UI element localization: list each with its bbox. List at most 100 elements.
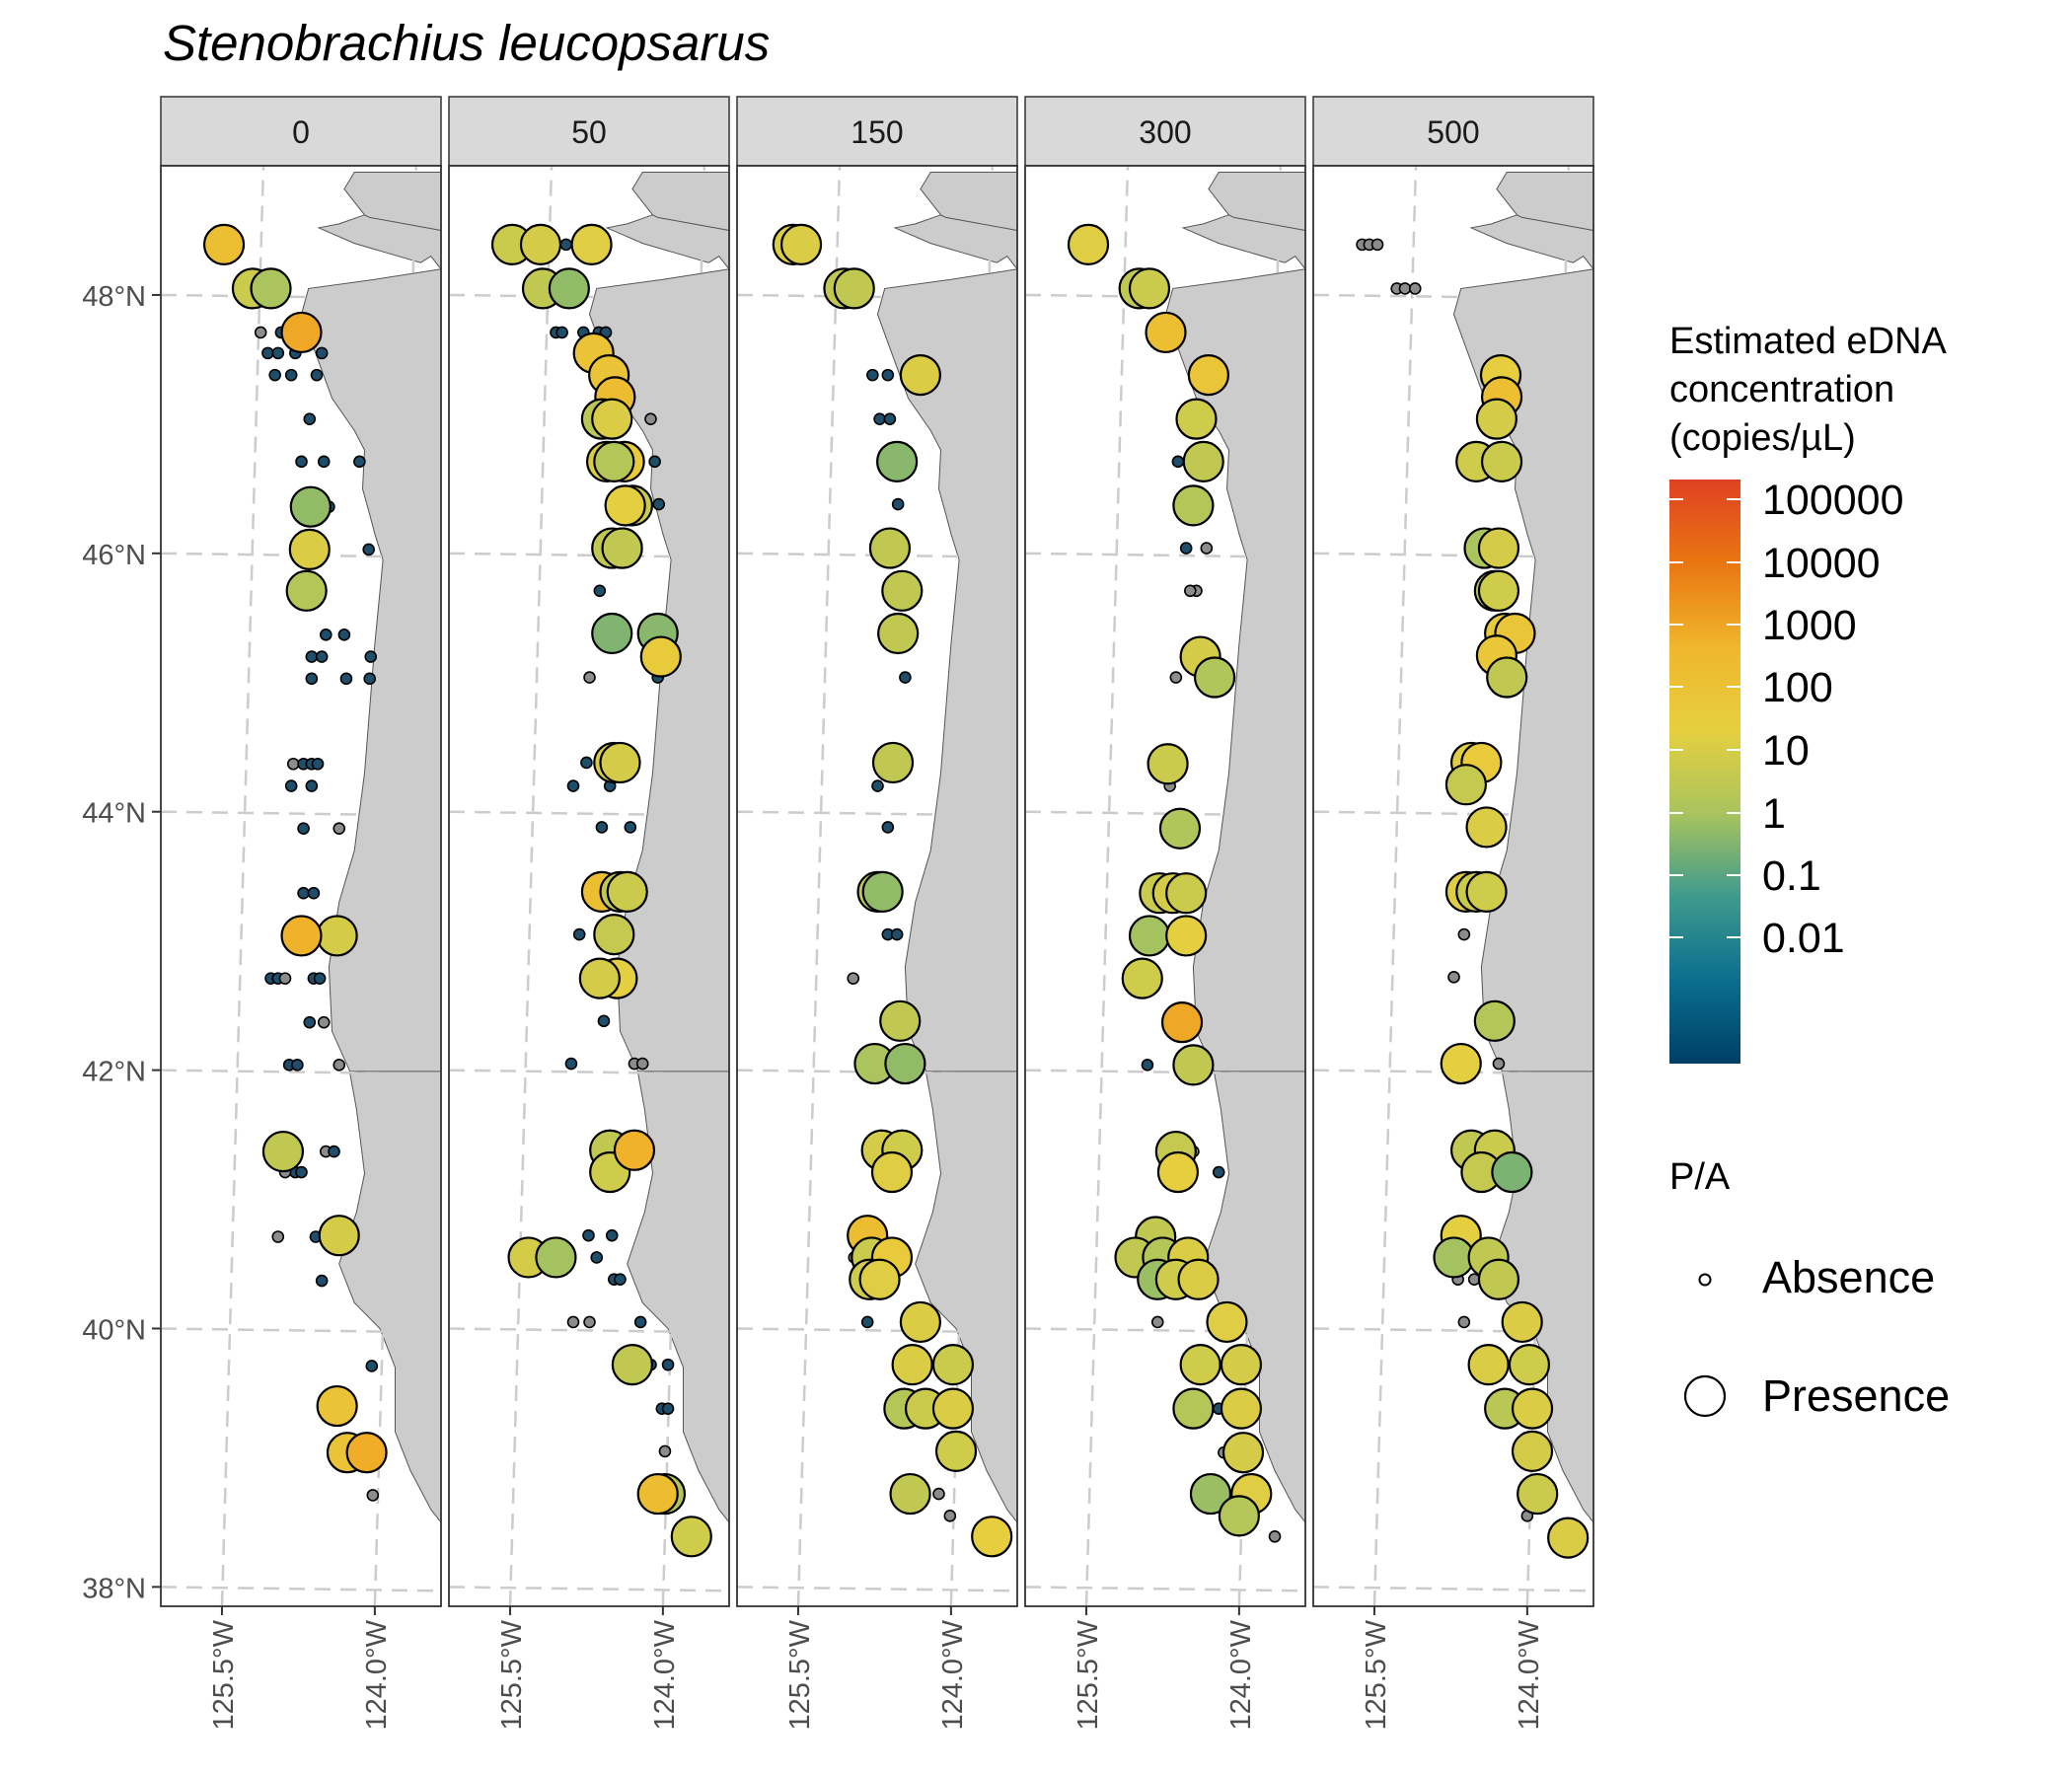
absence-point xyxy=(364,650,378,663)
absence-point xyxy=(860,1315,874,1329)
presence-point xyxy=(611,1344,653,1386)
x-tick-label: 124.0°W xyxy=(1225,1619,1257,1730)
presence-point xyxy=(1477,569,1520,612)
presence-point xyxy=(833,267,875,310)
presence-point xyxy=(884,1042,926,1085)
presence-point xyxy=(578,957,621,999)
grid-line-lat xyxy=(1024,1586,1306,1592)
grid-line-lat xyxy=(1024,1069,1306,1075)
presence-point xyxy=(931,1387,975,1430)
presence-point xyxy=(876,440,919,482)
absence-point xyxy=(317,1015,331,1029)
absence-point xyxy=(1171,455,1185,469)
presence-point xyxy=(1206,1300,1248,1344)
panel-border xyxy=(1312,165,1594,1607)
presence-point xyxy=(285,569,328,612)
legend-absence-label: Absence xyxy=(1762,1252,1935,1302)
absence-point xyxy=(1457,1315,1471,1329)
legend: Estimated eDNAconcentration(copies/µL)10… xyxy=(1669,321,1950,1421)
absence-point xyxy=(559,238,573,252)
presence-point xyxy=(1187,354,1229,397)
y-tick-label: 38°N xyxy=(82,1573,146,1604)
colorbar-label: 0.01 xyxy=(1762,915,1845,962)
grid-line-lat xyxy=(448,810,730,817)
presence-point xyxy=(1477,527,1520,569)
grid-line-lat xyxy=(1024,552,1306,559)
absence-point xyxy=(597,1014,611,1028)
absence-point xyxy=(271,346,285,360)
absence-point xyxy=(286,757,300,771)
absence-point xyxy=(295,455,308,469)
facet-label: 150 xyxy=(851,114,903,150)
absence-point xyxy=(624,821,637,834)
absence-point xyxy=(307,886,321,900)
grid-line-lat xyxy=(448,552,730,559)
presence-point xyxy=(345,1432,388,1474)
grid-line-lat xyxy=(736,1586,1018,1592)
absence-point xyxy=(303,1015,317,1029)
absence-point xyxy=(365,1360,379,1372)
absence-point xyxy=(1150,1315,1164,1329)
absence-point xyxy=(1212,1165,1225,1179)
absence-point xyxy=(305,650,319,663)
presence-point xyxy=(519,223,562,265)
absence-point xyxy=(320,629,333,641)
grid-line-lat xyxy=(736,1327,1018,1334)
presence-point xyxy=(570,223,613,265)
presence-point xyxy=(1128,915,1171,957)
absence-point xyxy=(303,412,317,425)
colorbar-label: 1000 xyxy=(1762,602,1857,649)
presence-point xyxy=(1156,1150,1200,1194)
facet-panels: 0 125.5°W 124.0°W 50 125.5°W 124.0°W 150 125.5°… xyxy=(160,96,1594,1731)
absence-legend-symbol xyxy=(1698,1273,1712,1287)
presence-point xyxy=(261,1130,305,1173)
presence-point xyxy=(934,1430,978,1472)
facet-label: 50 xyxy=(571,114,607,150)
presence-point xyxy=(250,267,292,310)
grid-line-lat xyxy=(1024,810,1306,817)
presence-point xyxy=(1165,915,1208,957)
presence-point xyxy=(1486,656,1528,699)
absence-point xyxy=(1179,542,1193,555)
absence-point xyxy=(315,650,329,663)
presence-point xyxy=(288,528,331,570)
absence-point xyxy=(353,455,366,469)
absence-point xyxy=(333,822,346,836)
presence-point xyxy=(1165,872,1208,915)
facet-panel-0: 0 125.5°W 124.0°W xyxy=(160,96,442,1731)
presence-point xyxy=(316,1384,358,1428)
x-tick-label: 124.0°W xyxy=(1514,1619,1545,1730)
absence-point xyxy=(1447,971,1460,984)
absence-point xyxy=(337,629,351,641)
grid-line-lat xyxy=(160,1327,442,1334)
panel-border xyxy=(448,165,730,1607)
legend-color-title: Estimated eDNA xyxy=(1669,321,1948,362)
facet-strip xyxy=(160,96,442,167)
grid-line-lon xyxy=(796,165,842,1607)
colorbar-label: 100000 xyxy=(1762,477,1904,524)
grid-line-lat xyxy=(160,810,442,817)
absence-point xyxy=(1268,1529,1282,1543)
absence-point xyxy=(661,1402,675,1415)
x-tick-label: 125.5°W xyxy=(784,1619,816,1730)
panel-border xyxy=(1024,165,1306,1607)
absence-point xyxy=(583,671,596,684)
absence-point xyxy=(268,368,281,382)
presence-point xyxy=(604,484,646,527)
absence-point xyxy=(261,346,274,360)
presence-point xyxy=(591,398,633,440)
absence-point xyxy=(590,1251,604,1264)
facet-label: 300 xyxy=(1139,114,1191,150)
absence-point xyxy=(328,1145,340,1158)
absence-point xyxy=(572,927,586,941)
absence-point xyxy=(866,368,879,382)
presence-point xyxy=(1147,743,1189,785)
grid-line-lat xyxy=(736,810,1018,817)
absence-point xyxy=(605,1228,619,1242)
absence-point xyxy=(310,368,324,382)
presence-point xyxy=(931,1344,975,1386)
absence-point xyxy=(311,757,325,771)
absence-point xyxy=(1200,542,1214,555)
y-tick-label: 44°N xyxy=(82,798,146,830)
presence-point xyxy=(861,870,904,913)
